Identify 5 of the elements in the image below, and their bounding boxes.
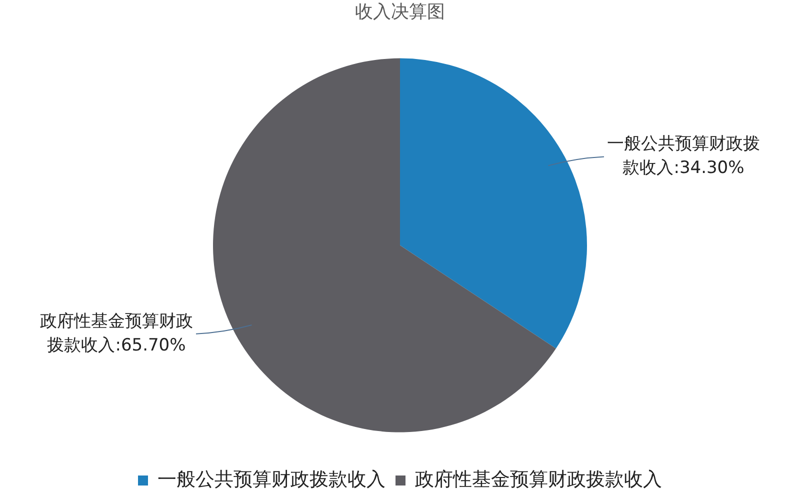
legend-label: 一般公共预算财政拨款收入 — [158, 468, 386, 490]
legend-label: 政府性基金预算财政拨款收入 — [415, 468, 662, 490]
data-label: 一般公共预算财政拨款收入:34.30% — [607, 134, 760, 178]
chart-title: 收入决算图 — [355, 1, 445, 22]
data-label: 政府性基金预算财政拨款收入:65.70% — [40, 311, 193, 356]
